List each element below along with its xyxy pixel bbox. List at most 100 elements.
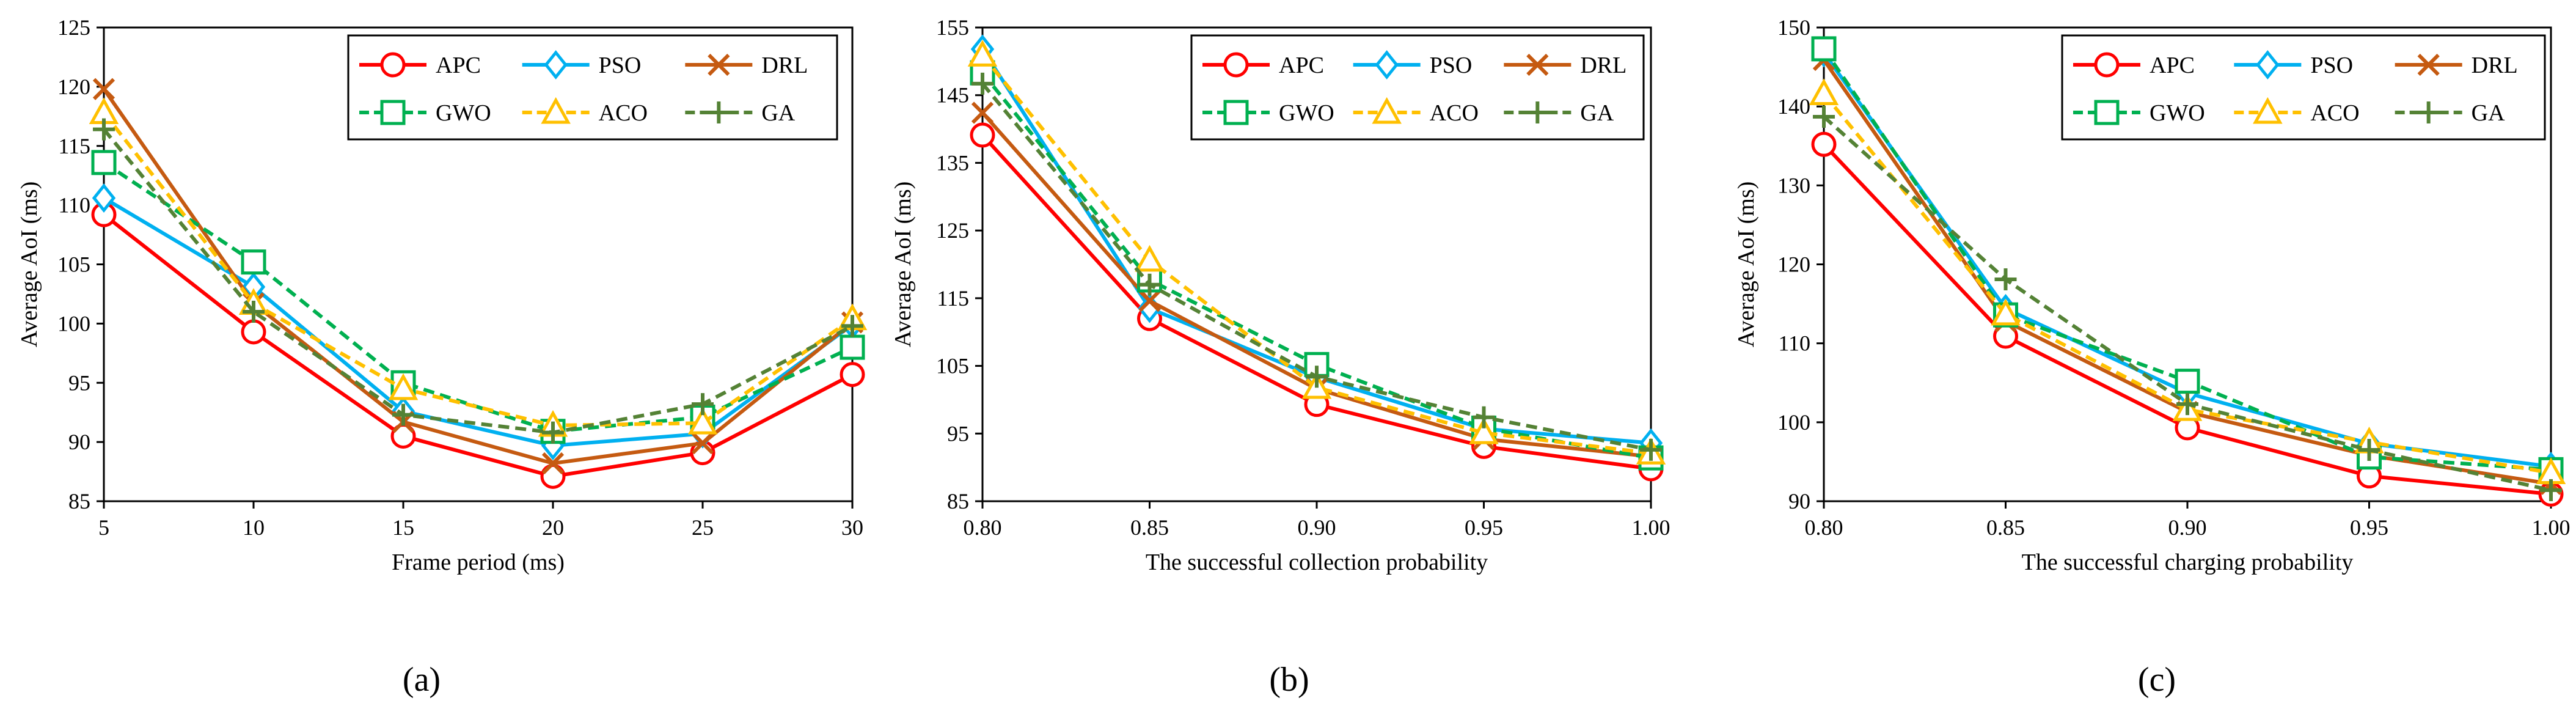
y-axis-title: Average AoI (ms) xyxy=(16,182,42,348)
legend-marker xyxy=(1223,52,1249,78)
data-point-ga xyxy=(2540,479,2562,501)
series-line-aco xyxy=(102,111,854,428)
legend-item-pso: PSO xyxy=(1353,50,1473,80)
legend-label: PSO xyxy=(1430,53,1473,78)
legend-label: GWO xyxy=(2150,100,2205,126)
legend-marker xyxy=(380,100,406,125)
y-tick-label: 90 xyxy=(1788,489,1810,513)
y-axis-title: Average AoI (ms) xyxy=(890,182,916,348)
data-point-drl xyxy=(1138,290,1161,312)
x-tick-label: 0.85 xyxy=(1130,515,1169,540)
legend-marker xyxy=(1223,100,1249,125)
legend-marker xyxy=(2256,50,2280,80)
legend-marker xyxy=(541,97,571,124)
series-ga xyxy=(1813,105,2562,501)
legend-marker xyxy=(380,52,406,78)
legend-label: GA xyxy=(761,100,795,126)
x-tick-label: 25 xyxy=(692,515,714,540)
legend-label: PSO xyxy=(2310,53,2353,78)
x-tick-label: 5 xyxy=(98,515,109,540)
y-tick-label: 140 xyxy=(1777,94,1810,119)
legend-item-ga: GA xyxy=(685,100,796,126)
data-point-apc xyxy=(970,122,995,148)
data-point-ga xyxy=(93,118,115,141)
chart-panel-a: 85 90 95 100 105 110 115 120 125 5 10 15 20 25 30 Frame… xyxy=(16,15,868,699)
y-tick-label: 135 xyxy=(936,150,969,175)
x-axis-title: The successful charging probability xyxy=(2022,550,2354,575)
data-point-drl xyxy=(691,432,714,455)
data-point-aco xyxy=(687,407,718,435)
y-tick-label: 120 xyxy=(57,75,90,99)
data-point-aco xyxy=(1469,417,1499,444)
legend: APC PSO DRL GWO ACO GA xyxy=(347,34,838,141)
y-tick-label: 155 xyxy=(936,15,969,40)
legend-label: DRL xyxy=(1580,53,1626,78)
data-point-gwo xyxy=(1811,36,1837,62)
data-point-aco xyxy=(1991,298,2021,326)
panel-caption: (b) xyxy=(1269,661,1309,699)
legend-marker xyxy=(1526,53,1549,76)
data-point-ga xyxy=(2176,393,2198,416)
data-point-ga xyxy=(692,393,714,416)
data-point-ga xyxy=(1473,406,1495,428)
data-point-ga xyxy=(841,315,863,337)
legend-label: APC xyxy=(2150,53,2195,78)
data-point-ga xyxy=(542,421,564,444)
data-point-ga xyxy=(971,72,993,95)
series-ga xyxy=(93,118,863,444)
y-tick-label: 105 xyxy=(936,354,969,378)
legend-item-drl: DRL xyxy=(2395,53,2518,78)
legend-marker xyxy=(2417,101,2440,123)
data-point-apc xyxy=(840,362,865,388)
legend-marker xyxy=(1526,101,1549,123)
legend-label: GA xyxy=(1580,100,1614,126)
series-pso xyxy=(92,183,865,460)
legend-marker xyxy=(2094,100,2120,125)
data-point-gwo xyxy=(840,334,865,360)
series-line-pso xyxy=(103,196,854,447)
legend-label: GWO xyxy=(1279,100,1334,126)
data-point-gwo xyxy=(241,249,266,275)
data-point-ga xyxy=(2358,439,2380,461)
legend-item-drl: DRL xyxy=(1504,53,1626,78)
legend-label: ACO xyxy=(599,100,648,126)
y-tick-label: 100 xyxy=(57,311,90,336)
data-point-drl xyxy=(92,78,115,100)
legend-item-drl: DRL xyxy=(685,53,808,78)
data-point-ga xyxy=(1813,105,1835,128)
x-tick-label: 10 xyxy=(243,515,265,540)
y-tick-label: 95 xyxy=(947,421,969,446)
series-apc xyxy=(970,122,1664,482)
data-point-ga xyxy=(243,301,265,323)
y-axis-title: Average AoI (ms) xyxy=(1733,182,1759,348)
data-point-drl xyxy=(541,452,565,475)
legend: APC PSO DRL GWO ACO GA xyxy=(2061,34,2546,141)
series-line-gwo xyxy=(103,161,854,433)
data-point-ga xyxy=(1640,438,1662,461)
legend-item-gwo: GWO xyxy=(359,100,491,126)
legend-label: GWO xyxy=(436,100,491,126)
legend-item-apc: APC xyxy=(2073,52,2195,78)
x-tick-label: 15 xyxy=(392,515,414,540)
y-tick-label: 120 xyxy=(1777,252,1810,277)
legend-label: DRL xyxy=(2472,53,2518,78)
x-tick-label: 30 xyxy=(841,515,863,540)
legend-marker xyxy=(2417,53,2440,76)
series-apc xyxy=(1811,131,2564,507)
x-tick-label: 1.00 xyxy=(1632,515,1670,540)
x-tick-label: 0.90 xyxy=(2168,515,2207,540)
y-tick-label: 115 xyxy=(58,134,90,158)
data-point-ga xyxy=(1138,273,1161,296)
x-axis-title: Frame period (ms) xyxy=(392,550,565,575)
y-tick-label: 110 xyxy=(58,193,90,218)
legend-label: DRL xyxy=(761,53,808,78)
y-tick-label: 150 xyxy=(1777,15,1810,40)
data-point-gwo xyxy=(91,150,117,175)
data-point-aco xyxy=(967,40,998,67)
x-tick-label: 1.00 xyxy=(2532,515,2571,540)
y-tick-label: 85 xyxy=(947,489,969,513)
data-point-ga xyxy=(392,403,414,426)
legend-marker xyxy=(1375,50,1399,80)
legend-box xyxy=(1190,34,1645,141)
